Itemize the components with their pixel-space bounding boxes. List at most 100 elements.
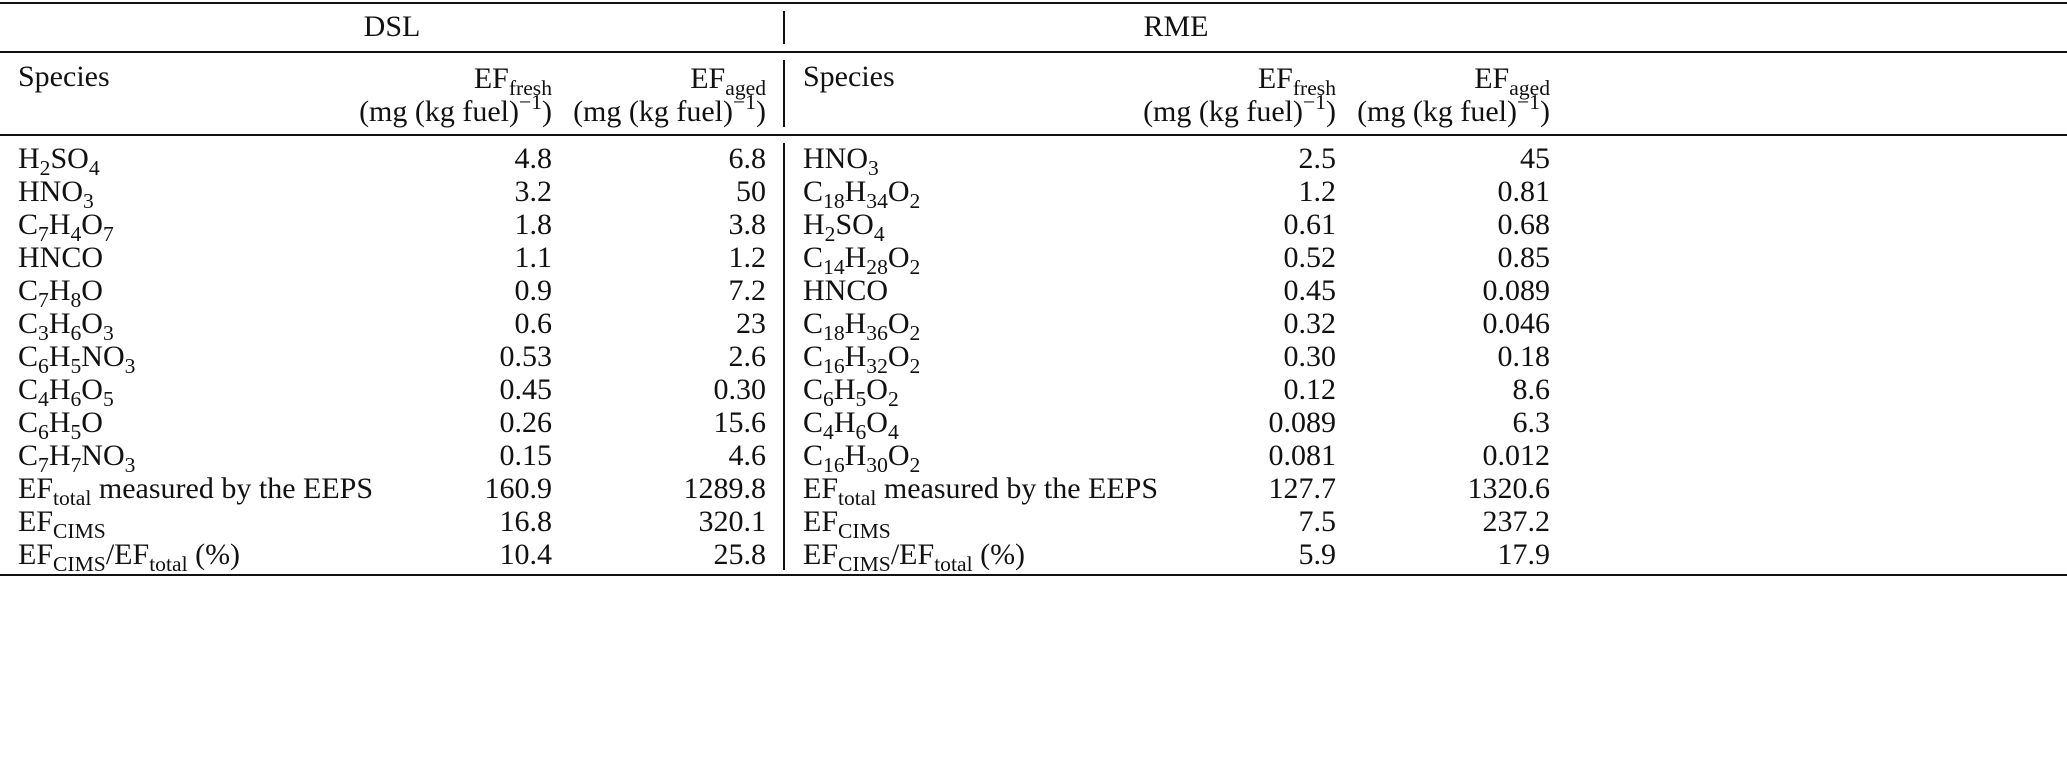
ef-fresh-value: 0.61 (1283, 208, 1337, 241)
formula-element: O (81, 307, 103, 340)
formula-element: C (803, 406, 824, 439)
species-name: H2SO4 (18, 142, 100, 179)
formula-element: H (48, 307, 71, 340)
formula-element: C (18, 274, 39, 307)
unit-suffix: ) (542, 95, 552, 128)
formula-count: 16 (823, 452, 845, 477)
group-divider-top (783, 11, 785, 44)
summary-aged-value: 237.2 (1482, 505, 1551, 538)
ef-fresh-value: 0.30 (1283, 340, 1337, 373)
species-name: C18H34O2 (803, 175, 920, 212)
summary-suffix: measured by the EEPS (91, 472, 374, 505)
formula-element: O (887, 241, 910, 274)
summary-label: EFtotal measured by the EEPS (18, 472, 374, 509)
formula-count: 7 (38, 221, 49, 246)
ef-aged-value: 4.6 (728, 439, 767, 472)
formula-count: 2 (909, 254, 921, 279)
ef-fresh-value: 0.45 (1283, 274, 1337, 307)
ef-subscript: aged (725, 75, 766, 100)
ef-aged-value: 2.6 (728, 340, 767, 373)
formula-element: NO (81, 439, 125, 472)
formula-element: O (887, 439, 910, 472)
formula-element: C (18, 373, 39, 406)
ef-fresh-value: 0.53 (499, 340, 553, 373)
ef-aged-value: 7.2 (728, 274, 767, 307)
ef-fresh-value: 4.8 (514, 142, 553, 175)
ef-symbol: EF (1257, 62, 1293, 95)
species-name: C6H5NO3 (18, 340, 135, 377)
species-name: C18H36O2 (803, 307, 920, 344)
top-rule (0, 2, 2067, 4)
ef-fresh-value: 0.52 (1283, 241, 1337, 274)
summary-fresh-value: 10.4 (499, 538, 553, 571)
species-name: C6H5O (18, 406, 103, 443)
ef-symbol: EF (1474, 62, 1510, 95)
ef-fresh-value: 1.1 (514, 241, 553, 274)
unit-exponent: −1 (1517, 90, 1540, 115)
summary-subscript-2: total (149, 551, 188, 576)
summary-subscript: total (53, 485, 92, 510)
group-rule (0, 51, 2067, 53)
formula-element: O (81, 274, 103, 307)
formula-element: H (833, 406, 856, 439)
formula-count: 3 (83, 188, 94, 213)
summary-subscript-2: total (934, 551, 973, 576)
formula-element: C (18, 208, 39, 241)
unit-prefix: (mg (kg fuel) (1143, 95, 1304, 128)
ef-subscript: aged (1509, 75, 1550, 100)
formula-count: 18 (823, 320, 845, 345)
species-name: C14H28O2 (803, 241, 920, 278)
summary-subscript: CIMS (838, 551, 891, 576)
species-name: C3H6O3 (18, 307, 114, 344)
formula-element: C (803, 175, 824, 208)
ef-aged-value: 0.68 (1497, 208, 1551, 241)
formula-element: H (833, 373, 856, 406)
summary-aged-value: 25.8 (713, 538, 767, 571)
summary-ef-symbol: EF (18, 538, 54, 571)
ef-fresh-value: 0.089 (1268, 406, 1337, 439)
formula-count: 4 (38, 386, 49, 411)
formula-count: 32 (866, 353, 888, 378)
summary-suffix: measured by the EEPS (876, 472, 1159, 505)
summary-ef-symbol: EF (18, 505, 54, 538)
formula-element: H (844, 340, 867, 373)
formula-element: C (18, 439, 39, 472)
ef-aged-value: 0.012 (1482, 439, 1551, 472)
summary-suffix: (%) (972, 538, 1026, 571)
col-header-ef-aged: EFaged (1290, 62, 1550, 99)
group-divider-head (783, 60, 785, 127)
species-name: C4H6O5 (18, 373, 114, 410)
formula-count: 7 (38, 287, 49, 312)
summary-label: EFCIMS/EFtotal (%) (803, 538, 1026, 575)
species-name: H2SO4 (803, 208, 885, 245)
formula-count: 3 (38, 320, 49, 345)
formula-element: C (803, 439, 824, 472)
formula-element: SO (50, 142, 89, 175)
formula-count: 6 (38, 419, 49, 444)
species-name: C4H6O4 (803, 406, 899, 443)
formula-count: 14 (823, 254, 845, 279)
formula-element: NO (81, 340, 125, 373)
formula-count: 2 (824, 221, 836, 246)
formula-element: O (866, 373, 888, 406)
formula-count: 6 (38, 353, 49, 378)
summary-ratio-symbol: /EF (890, 538, 935, 571)
ef-fresh-value: 0.32 (1283, 307, 1337, 340)
bottom-rule (0, 574, 2067, 576)
formula-count: 2 (909, 452, 921, 477)
ef-aged-value: 45 (1520, 142, 1550, 175)
summary-aged-value: 1289.8 (683, 472, 767, 505)
summary-fresh-value: 16.8 (499, 505, 553, 538)
formula-element: H (48, 406, 71, 439)
unit-exponent: −1 (1303, 90, 1326, 115)
unit-prefix: (mg (kg fuel) (573, 95, 734, 128)
formula-element: H (803, 208, 825, 241)
formula-element: C (803, 241, 824, 274)
group-heading-dsl: DSL (363, 10, 421, 43)
summary-ef-symbol: EF (803, 472, 839, 505)
species-name: C16H30O2 (803, 439, 920, 476)
formula-element: O (81, 406, 103, 439)
species-name: HNO3 (803, 142, 879, 179)
formula-element: HNCO (18, 241, 104, 274)
col-header-species: Species (803, 60, 895, 93)
